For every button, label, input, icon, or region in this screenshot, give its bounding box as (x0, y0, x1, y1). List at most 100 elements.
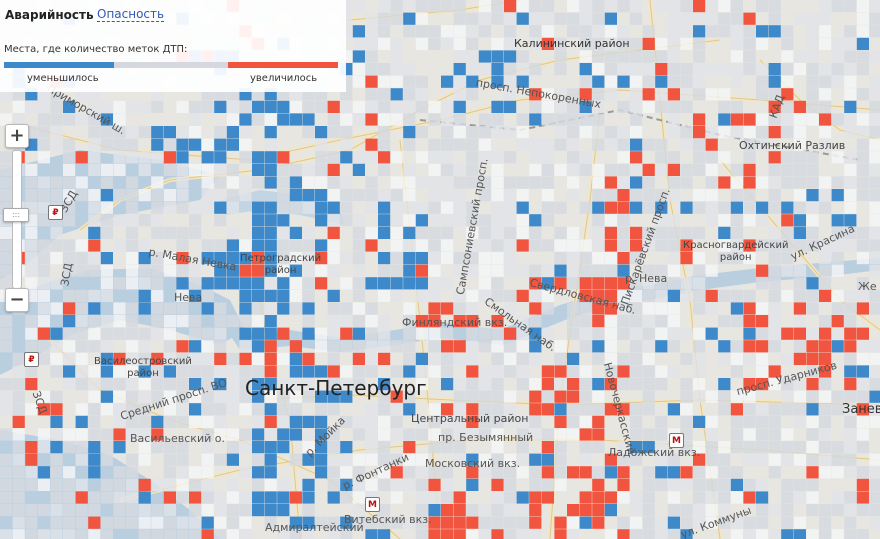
grid-cell (201, 516, 214, 529)
grid-cell (793, 516, 806, 529)
grid-cell (0, 340, 13, 353)
grid-cell (239, 264, 252, 277)
tab-accidents[interactable]: Аварийность (5, 8, 94, 22)
grid-cell (214, 327, 227, 340)
zoom-slider-handle[interactable]: ::: (3, 208, 29, 222)
grid-cell (113, 189, 126, 202)
grid-cell (327, 428, 340, 441)
zoom-out-button[interactable]: − (5, 288, 29, 312)
grid-cell (365, 201, 378, 214)
tab-danger[interactable]: Опасность (97, 7, 165, 22)
grid-cell (126, 126, 139, 139)
zoom-in-button[interactable]: + (5, 124, 29, 148)
grid-cell (856, 252, 869, 265)
grid-cell (781, 390, 794, 403)
grid-cell (50, 403, 63, 416)
grid-cell (516, 466, 529, 479)
grid-cell (768, 239, 781, 252)
grid-cell (226, 352, 239, 365)
grid-cell (12, 441, 25, 454)
grid-cell (252, 403, 265, 416)
grid-cell (50, 441, 63, 454)
grid-cell (126, 239, 139, 252)
grid-cell (252, 504, 265, 517)
grid-cell (768, 466, 781, 479)
grid-cell (730, 75, 743, 88)
grid-cell (25, 529, 38, 539)
grid-cell (617, 63, 630, 76)
grid-cell (239, 352, 252, 365)
grid-cell (327, 365, 340, 378)
grid-cell (554, 126, 567, 139)
grid-cell (201, 378, 214, 391)
grid-cell (491, 453, 504, 466)
grid-cell (88, 340, 101, 353)
grid-cell (579, 264, 592, 277)
grid-cell (630, 176, 643, 189)
grid-cell (428, 239, 441, 252)
grid-cell (289, 189, 302, 202)
grid-cell (579, 37, 592, 50)
grid-cell (617, 176, 630, 189)
grid-cell (264, 163, 277, 176)
grid-cell (768, 428, 781, 441)
grid-cell (176, 403, 189, 416)
grid-cell (163, 529, 176, 539)
grid-cell (428, 201, 441, 214)
grid-cell (63, 189, 76, 202)
grid-cell (264, 113, 277, 126)
grid-cell (768, 365, 781, 378)
grid-cell (352, 189, 365, 202)
grid-cell (176, 390, 189, 403)
grid-cell (25, 226, 38, 239)
grid-cell (226, 403, 239, 416)
grid-cell (378, 289, 391, 302)
grid-cell (567, 113, 580, 126)
grid-cell (264, 100, 277, 113)
grid-cell (655, 415, 668, 428)
grid-cell (214, 453, 227, 466)
grid-cell (655, 441, 668, 454)
grid-cell (100, 428, 113, 441)
legend-label-increased: увеличилось (250, 73, 318, 84)
grid-cell (554, 529, 567, 539)
grid-cell (554, 478, 567, 491)
grid-cell (693, 113, 706, 126)
grid-cell (768, 264, 781, 277)
grid-cell (453, 138, 466, 151)
grid-cell (504, 365, 517, 378)
grid-cell (63, 428, 76, 441)
grid-cell (869, 390, 880, 403)
grid-cell (856, 113, 869, 126)
grid-cell (617, 453, 630, 466)
legend-color-bar (4, 62, 338, 68)
grid-cell (126, 264, 139, 277)
grid-cell (239, 126, 252, 139)
grid-cell (75, 239, 88, 252)
grid-cell (781, 504, 794, 517)
grid-cell (667, 151, 680, 164)
grid-cell (75, 302, 88, 315)
grid-cell (844, 327, 857, 340)
grid-cell (327, 113, 340, 126)
grid-cell (466, 453, 479, 466)
grid-cell (378, 138, 391, 151)
grid-cell (428, 504, 441, 517)
grid-cell (63, 214, 76, 227)
grid-cell (466, 466, 479, 479)
grid-cell (617, 277, 630, 290)
grid-cell (239, 378, 252, 391)
grid-cell (12, 516, 25, 529)
grid-cell (617, 365, 630, 378)
grid-cell (655, 516, 668, 529)
grid-cell (856, 352, 869, 365)
grid-cell (705, 415, 718, 428)
grid-cell (378, 516, 391, 529)
grid-cell (176, 491, 189, 504)
grid-cell (365, 516, 378, 529)
grid-cell (567, 365, 580, 378)
grid-cell (844, 189, 857, 202)
grid-cell (667, 176, 680, 189)
grid-cell (516, 126, 529, 139)
grid-cell (302, 453, 315, 466)
